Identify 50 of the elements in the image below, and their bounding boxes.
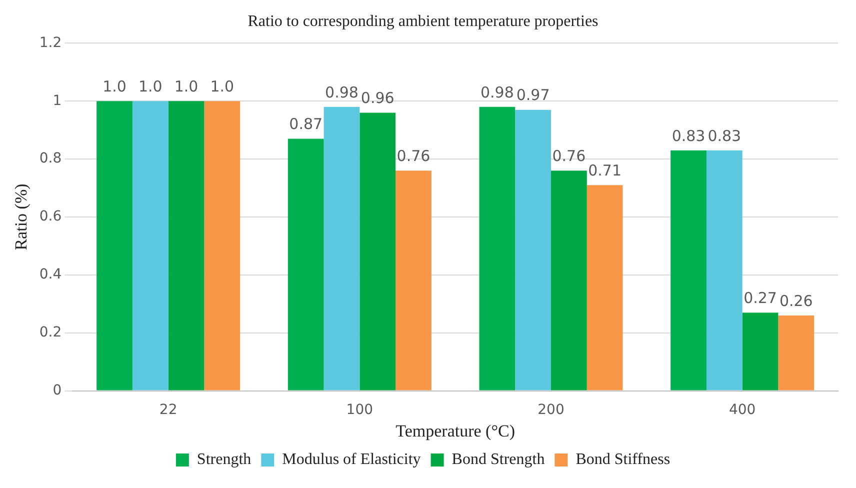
- legend-label: Strength: [196, 451, 252, 468]
- y-tick-label: 0: [52, 382, 62, 398]
- bar: [479, 106, 516, 390]
- x-tick-label: 200: [538, 402, 564, 418]
- bar: [515, 110, 551, 390]
- bar: [204, 101, 240, 390]
- bar: [288, 138, 324, 390]
- bar: [742, 312, 778, 390]
- data-label: 0.97: [516, 86, 550, 104]
- data-label: 0.76: [552, 147, 586, 166]
- x-axis-title: Temperature (°C): [396, 421, 516, 440]
- y-tick-label: 1: [52, 92, 62, 109]
- bar: [551, 170, 587, 390]
- data-label: 0.83: [672, 126, 706, 145]
- data-label: 1.0: [138, 78, 162, 96]
- data-label: 0.83: [708, 126, 742, 145]
- data-label: 0.87: [289, 115, 323, 134]
- bar: [706, 150, 742, 390]
- data-label: 0.71: [588, 162, 622, 180]
- y-tick-label: 0.4: [39, 266, 62, 283]
- y-axis-title: Ratio (%): [12, 184, 31, 250]
- chart-title: Ratio to corresponding ambient temperature properties: [248, 12, 598, 30]
- y-tick-label: 0.8: [39, 150, 62, 167]
- y-tick-label: 0.2: [39, 324, 62, 341]
- data-label: 0.98: [325, 83, 358, 102]
- legend-label: Modulus of Elasticity: [282, 451, 421, 468]
- data-label: 1.0: [210, 78, 234, 96]
- y-tick-label: 1.2: [39, 34, 62, 51]
- x-tick-label: 22: [159, 402, 178, 418]
- x-tick-label: 400: [728, 402, 756, 418]
- bar: [778, 315, 814, 390]
- bar: [324, 106, 360, 390]
- bar: [586, 185, 623, 390]
- data-label: 0.96: [360, 89, 394, 108]
- x-tick-label: 100: [346, 402, 374, 418]
- data-label: 1.0: [174, 78, 198, 96]
- legend-label: Bond Strength: [452, 451, 545, 468]
- data-label: 1.0: [102, 78, 126, 96]
- data-label: 0.98: [480, 83, 514, 102]
- data-label: 0.76: [396, 147, 430, 166]
- bar: [168, 101, 204, 390]
- data-label: 0.27: [744, 288, 777, 307]
- bar: [132, 101, 168, 390]
- bar: [360, 112, 396, 390]
- y-tick-label: 0.6: [39, 208, 62, 225]
- legend-label: Bond Stiffness: [576, 451, 670, 468]
- bar: [670, 150, 706, 390]
- bar: [396, 170, 432, 390]
- bar: [96, 101, 132, 390]
- data-label: 0.26: [779, 292, 813, 310]
